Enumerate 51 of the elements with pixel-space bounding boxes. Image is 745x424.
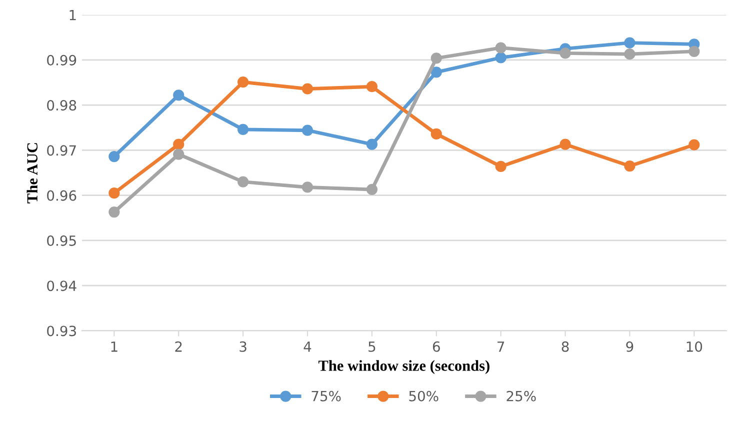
point (624, 37, 636, 48)
legend-label: 50% (409, 390, 438, 402)
point (108, 206, 120, 218)
point (173, 138, 184, 150)
point (495, 42, 506, 54)
x-tick-label: 5 (368, 342, 376, 352)
point (560, 138, 571, 150)
y-axis-title: The AUC (26, 143, 38, 204)
x-tick-label: 10 (686, 341, 702, 352)
x-tick-label: 4 (304, 342, 312, 352)
point (108, 150, 120, 162)
y-tick-label: 0.99 (47, 54, 76, 66)
point (495, 52, 506, 64)
point (366, 81, 378, 92)
point (238, 76, 249, 88)
point (688, 139, 700, 150)
point (495, 160, 506, 172)
point (688, 46, 700, 57)
point (430, 52, 442, 64)
point (430, 66, 442, 78)
x-tick-label: 9 (626, 341, 634, 352)
legend-label: 25% (506, 390, 536, 402)
point (302, 124, 314, 136)
y-tick-label: 0.96 (47, 190, 76, 201)
point (302, 182, 314, 193)
point (238, 176, 249, 188)
point (173, 148, 184, 160)
x-tick-label: 7 (498, 342, 504, 352)
x-tick-label: 8 (562, 341, 569, 352)
y-tick-label: 0.97 (47, 145, 76, 156)
point (366, 184, 378, 196)
y-tick-label: 0.98 (47, 100, 76, 111)
point (173, 90, 184, 101)
point (624, 48, 636, 60)
point (108, 188, 120, 199)
legend-label: 75% (312, 390, 341, 402)
y-tick-label: 1 (70, 10, 76, 20)
y-tick-label: 0.93 (47, 326, 76, 336)
point (238, 124, 249, 136)
x-tick-label: 3 (240, 341, 246, 352)
x-tick-label: 6 (432, 341, 440, 352)
point (366, 138, 378, 150)
y-tick-label: 0.94 (47, 280, 76, 292)
x-axis-title: The window size (seconds) (318, 360, 490, 374)
x-tick-label: 1 (111, 342, 118, 352)
point (430, 128, 442, 140)
point (624, 160, 636, 172)
point (560, 48, 571, 59)
y-tick-label: 0.95 (47, 235, 76, 246)
x-tick-label: 2 (175, 341, 182, 352)
point (302, 83, 314, 94)
